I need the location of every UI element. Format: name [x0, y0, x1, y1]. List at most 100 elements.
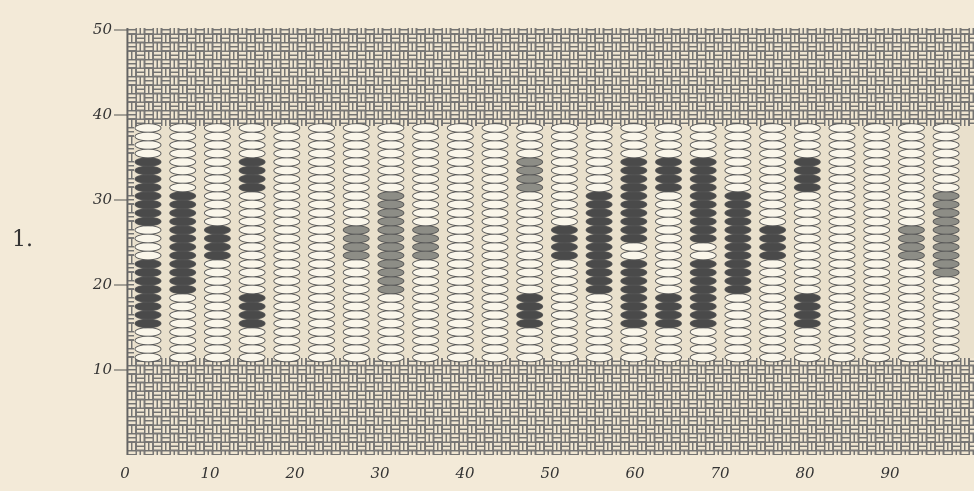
- float: [238, 267, 266, 278]
- float: [308, 140, 335, 150]
- float: [585, 165, 613, 176]
- float: [759, 327, 787, 337]
- float: [585, 293, 613, 303]
- float: [446, 293, 474, 303]
- float: [273, 131, 301, 142]
- float: [446, 174, 474, 184]
- float: [724, 276, 752, 286]
- float: [897, 259, 925, 269]
- float: [342, 216, 370, 227]
- float: [516, 335, 544, 346]
- float: [169, 352, 197, 363]
- float: [932, 310, 960, 320]
- float: [134, 123, 162, 133]
- float: [238, 191, 266, 201]
- float: [585, 131, 613, 142]
- float: [481, 310, 509, 320]
- float: [342, 327, 370, 337]
- float: [759, 174, 787, 184]
- float: [238, 284, 266, 295]
- float: [377, 284, 405, 295]
- float: [759, 335, 787, 346]
- float: [412, 182, 440, 193]
- float: [238, 131, 266, 142]
- float: [863, 267, 891, 278]
- float: [585, 352, 613, 363]
- float: [516, 327, 544, 337]
- float: [308, 165, 335, 176]
- float: [342, 233, 370, 244]
- float: [446, 233, 474, 244]
- float: [793, 352, 821, 363]
- float: [724, 131, 752, 142]
- float: [134, 344, 162, 354]
- float: [446, 310, 474, 320]
- float: [897, 318, 925, 329]
- float: [516, 276, 544, 286]
- float: [516, 318, 544, 329]
- float: [377, 216, 405, 227]
- float: [932, 335, 960, 346]
- float: [863, 174, 891, 184]
- float: [724, 344, 752, 354]
- float: [516, 242, 544, 252]
- float: [308, 199, 335, 210]
- float: [308, 208, 335, 218]
- float: [446, 199, 474, 210]
- float: [620, 216, 648, 227]
- float: [759, 216, 787, 227]
- float: [481, 191, 509, 201]
- float: [134, 267, 162, 278]
- float: [897, 123, 925, 133]
- float: [412, 225, 440, 235]
- float: [377, 327, 405, 337]
- float: [481, 123, 509, 133]
- float: [793, 327, 821, 337]
- float: [550, 318, 578, 329]
- float: [655, 216, 682, 227]
- float: [655, 148, 682, 159]
- float: [932, 293, 960, 303]
- float: [446, 182, 474, 193]
- x-tick-label: 0: [120, 464, 130, 482]
- float: [550, 284, 578, 295]
- float: [585, 267, 613, 278]
- float: [932, 165, 960, 176]
- float: [203, 123, 231, 133]
- float: [273, 318, 301, 329]
- float: [863, 259, 891, 269]
- float: [620, 284, 648, 295]
- float: [759, 131, 787, 142]
- float: [620, 131, 648, 142]
- float: [238, 293, 266, 303]
- float: [412, 267, 440, 278]
- float: [897, 293, 925, 303]
- float: [585, 182, 613, 193]
- float: [342, 284, 370, 295]
- float: [655, 242, 682, 252]
- float: [689, 199, 717, 210]
- float: [169, 131, 197, 142]
- float: [550, 208, 578, 218]
- float: [238, 335, 266, 346]
- float: [863, 335, 891, 346]
- float: [550, 199, 578, 210]
- float: [550, 310, 578, 320]
- float: [203, 148, 231, 159]
- float: [134, 191, 162, 201]
- float: [759, 259, 787, 269]
- float: [134, 259, 162, 269]
- float: [481, 199, 509, 210]
- float: [655, 310, 682, 320]
- float: [828, 267, 856, 278]
- float: [655, 199, 682, 210]
- float: [724, 225, 752, 235]
- float: [412, 140, 440, 150]
- float: [481, 131, 509, 142]
- float: [620, 310, 648, 320]
- float: [793, 225, 821, 235]
- float: [620, 344, 648, 354]
- float: [377, 276, 405, 286]
- float: [169, 335, 197, 346]
